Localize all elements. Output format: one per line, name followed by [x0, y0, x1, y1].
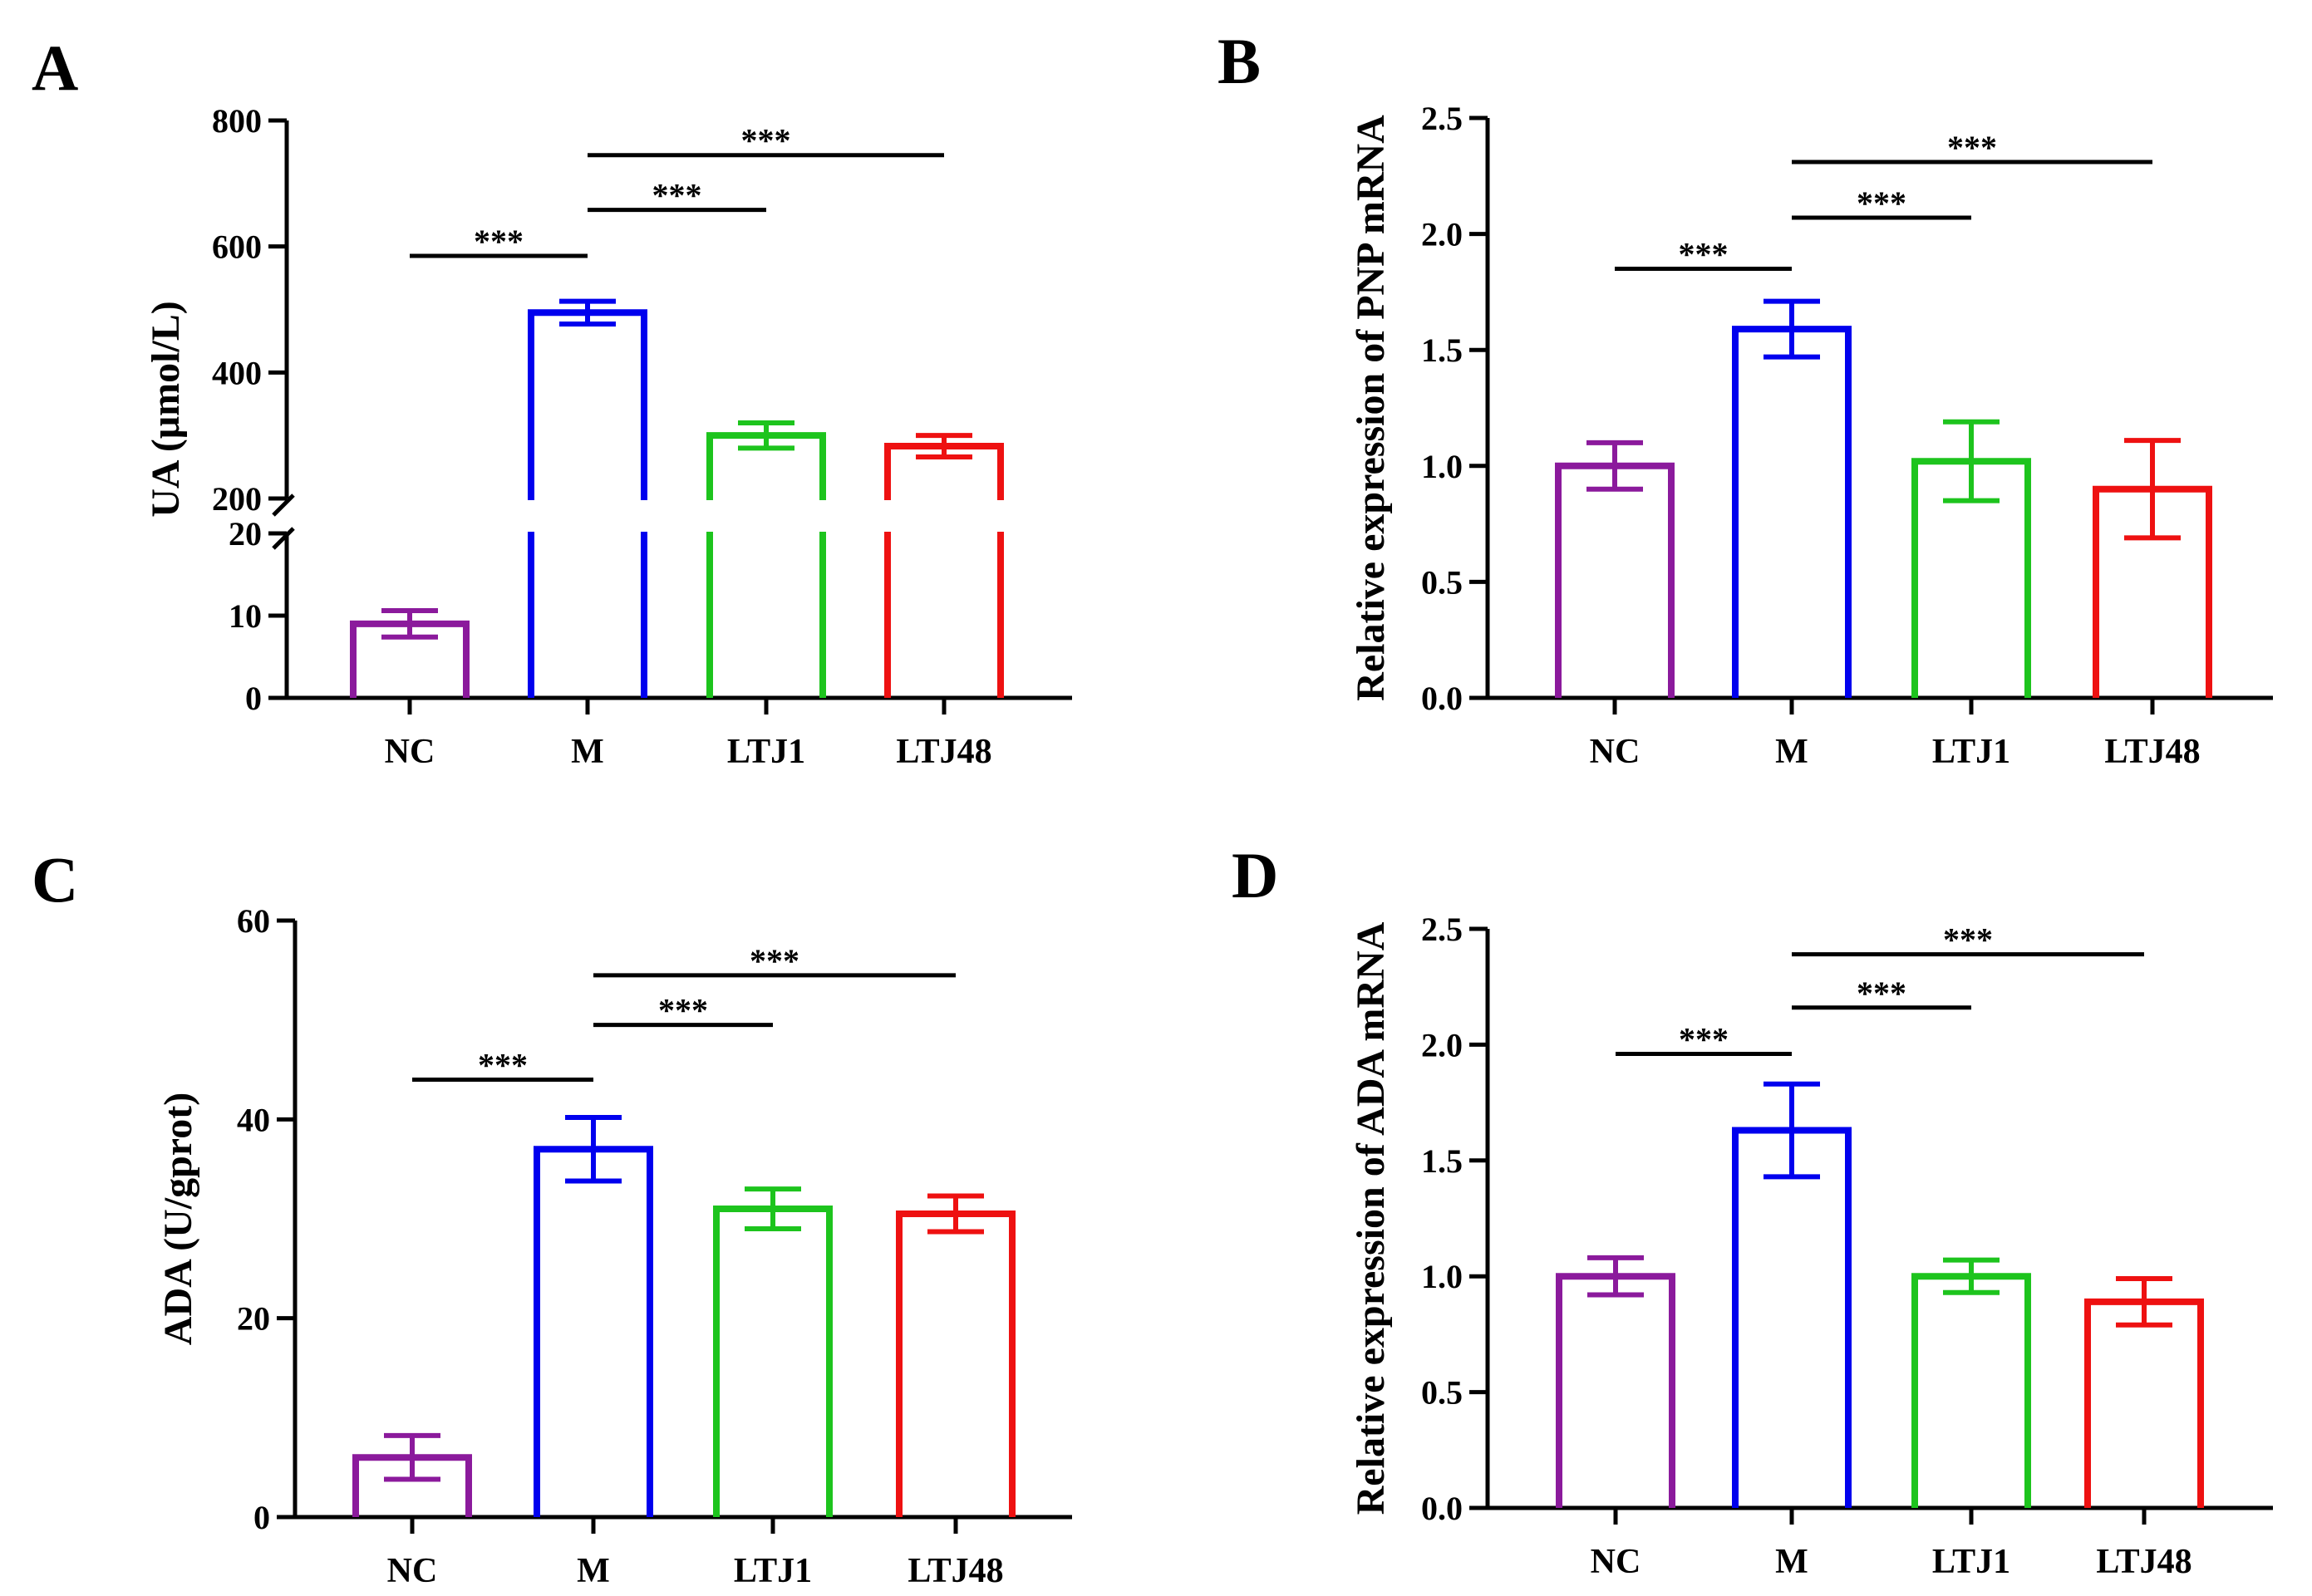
y-tick-label: 0 [253, 1499, 270, 1536]
x-tick-label-m: M [1775, 733, 1808, 771]
y-axis-label: Relative expression of ADA mRNA [1349, 921, 1393, 1515]
x-tick-label-nc: NC [387, 1552, 438, 1590]
panel-letter: A [32, 32, 78, 104]
significance-label: *** [1679, 235, 1729, 273]
significance-label: *** [652, 177, 702, 214]
bar-nc [1555, 462, 1675, 698]
x-tick-label-m: M [1775, 1543, 1808, 1581]
y-tick-label: 2.5 [1421, 100, 1463, 137]
y-tick-label: 0.0 [1421, 680, 1463, 717]
y-tick-label: 800 [212, 102, 262, 140]
y-tick-label: 0.0 [1421, 1490, 1463, 1527]
x-tick-label-m: M [577, 1552, 610, 1590]
y-tick-label: 200 [212, 480, 262, 518]
panel-c: C 0 20 40 60 ADA (U/gprot) NC M LTJ1 LTJ48 *** *** *… [32, 843, 1072, 1590]
y-axis-label: ADA (U/gprot) [156, 1093, 200, 1345]
y-tick-label: 2.5 [1421, 911, 1463, 948]
y-tick-label: 60 [237, 902, 270, 940]
y-tick-label: 2.0 [1421, 216, 1463, 253]
x-tick-label-ltj48: LTJ48 [2096, 1543, 2191, 1581]
y-axis-label: UA (μmol/L) [144, 301, 188, 518]
bar-m [534, 1146, 653, 1517]
y-tick-label: 1.5 [1421, 331, 1463, 369]
x-tick-label-ltj48: LTJ48 [908, 1552, 1003, 1590]
y-axis-label: Relative expression of PNP mRNA [1349, 115, 1393, 701]
bar-ltj1 [1911, 1273, 2031, 1508]
axis-break-gap [881, 500, 1007, 532]
panel-letter: C [32, 843, 78, 916]
significance-label: *** [1857, 184, 1906, 222]
y-tick-label: 10 [229, 597, 262, 635]
bar-ltj1 [713, 1206, 833, 1517]
significance-label: *** [474, 223, 524, 260]
panel-letter: B [1217, 25, 1261, 97]
x-tick-label-ltj48: LTJ48 [2104, 733, 2200, 771]
bar-m [1732, 1127, 1852, 1508]
significance-label: *** [741, 122, 791, 160]
x-tick-label-ltj1: LTJ1 [734, 1552, 812, 1590]
y-tick-label: 40 [237, 1101, 270, 1138]
panel-b: B 0.0 0.5 1.0 1.5 2.0 2.5 Relative expression o… [1217, 25, 2273, 771]
bar-m [1732, 326, 1852, 698]
bar-ltj48 [896, 1211, 1016, 1517]
y-tick-label: 20 [237, 1300, 270, 1338]
bar-ltj48 [2084, 1298, 2204, 1508]
x-tick-label-ltj1: LTJ1 [727, 733, 805, 771]
bar-ltj48 [884, 443, 1004, 698]
bar-ltj1 [706, 432, 826, 698]
x-tick-label-ltj1: LTJ1 [1932, 733, 2010, 771]
significance-label: *** [478, 1046, 528, 1083]
y-tick-label: 0 [245, 680, 262, 717]
y-tick-label: 400 [212, 354, 262, 391]
axis-break-mark [272, 494, 295, 517]
bar-nc [1556, 1273, 1675, 1508]
x-tick-label-ltj1: LTJ1 [1932, 1543, 2010, 1581]
significance-label: *** [1679, 1021, 1729, 1058]
panel-d: D 0.0 0.5 1.0 1.5 2.0 2.5 Relative expression o… [1232, 839, 2273, 1581]
significance-label: *** [1947, 129, 1997, 166]
x-tick-label-ltj48: LTJ48 [896, 733, 991, 771]
significance-label: *** [1857, 975, 1906, 1012]
significance-label: *** [658, 992, 708, 1029]
y-tick-label: 0.5 [1421, 563, 1463, 601]
y-tick-label: 1.5 [1421, 1142, 1463, 1180]
y-tick-label: 600 [212, 228, 262, 266]
y-tick-label: 20 [229, 515, 262, 552]
y-tick-label: 0.5 [1421, 1374, 1463, 1412]
x-tick-label-m: M [571, 733, 604, 771]
y-tick-label: 1.0 [1421, 1258, 1463, 1295]
y-tick-label: 2.0 [1421, 1026, 1463, 1063]
axis-break-gap [524, 500, 651, 532]
x-tick-label-nc: NC [1590, 733, 1641, 771]
x-tick-label-nc: NC [385, 733, 435, 771]
y-tick-label: 1.0 [1421, 448, 1463, 485]
panel-letter: D [1232, 839, 1278, 911]
axis-break-gap [703, 500, 829, 532]
axis-break-mark [272, 527, 295, 550]
significance-label: *** [1943, 921, 1993, 959]
x-tick-label-nc: NC [1591, 1543, 1641, 1581]
significance-label: *** [750, 942, 799, 980]
